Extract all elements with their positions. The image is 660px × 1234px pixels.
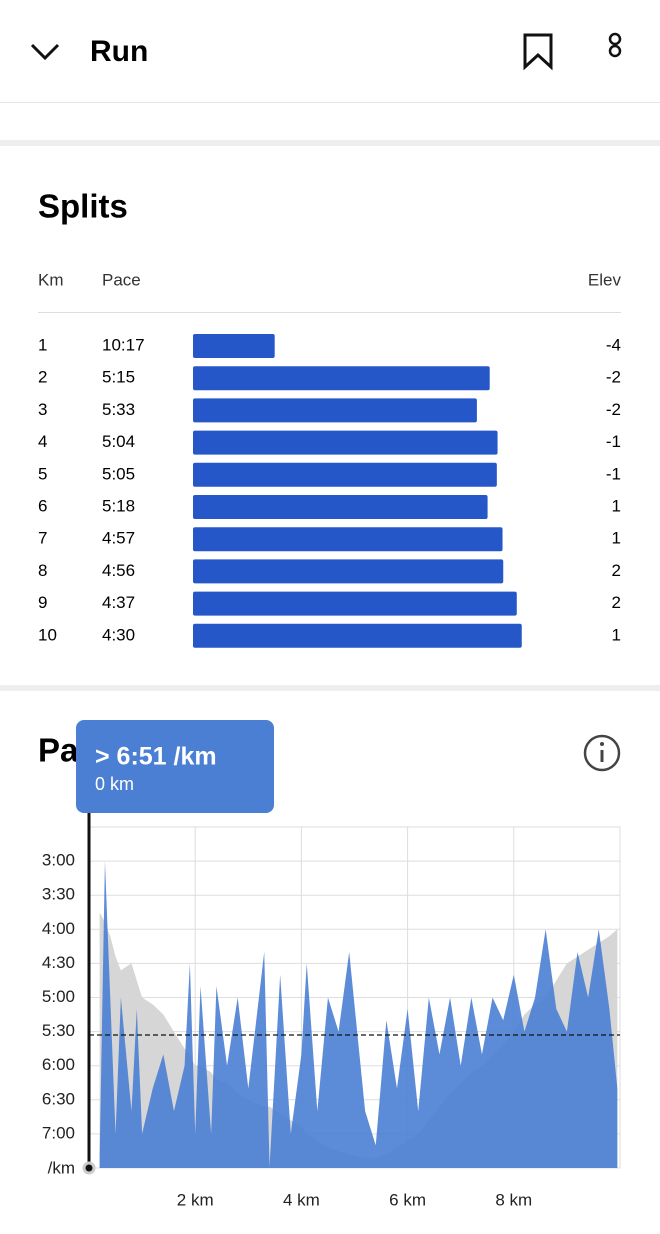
bookmark-button[interactable] [523,33,553,71]
cursor-dot [82,1161,96,1175]
x-tick-label: 4 km [283,1190,320,1209]
info-dot [600,742,604,746]
y-tick-label: 5:00 [42,987,75,1006]
y-tick-label: 3:00 [42,851,75,870]
split-km: 9 [38,593,47,612]
column-header: Elev [588,270,622,289]
info-circle [583,734,621,772]
y-tick-label: 6:30 [42,1089,75,1108]
column-header: Pace [102,270,141,289]
y-unit: /km [48,1158,75,1177]
pace-bar [193,334,275,358]
split-pace: 5:18 [102,496,135,515]
section-gap [0,685,660,691]
pace-bar [193,398,477,423]
split-km: 4 [38,432,47,451]
x-tick-label: 8 km [495,1190,532,1209]
split-elev: -2 [606,400,621,419]
split-elev: 2 [612,561,621,580]
y-tick-label: 6:00 [42,1055,75,1074]
split-pace: 5:33 [102,400,135,419]
pace-bar [193,366,490,391]
split-elev: -4 [606,335,621,354]
split-km: 3 [38,400,47,419]
y-tick-label: 4:30 [42,953,75,972]
tooltip-distance: 0 km [95,774,134,794]
tooltip: > 6:51 /km 0 km [76,720,274,813]
split-pace: 4:37 [102,593,135,612]
pace-bar [193,527,503,552]
section-gap [0,140,660,146]
split-elev: -1 [606,464,621,483]
split-elev: -1 [606,432,621,451]
split-elev: 1 [612,625,621,644]
y-tick-label: 5:30 [42,1021,75,1040]
dot [608,44,622,58]
split-pace: 5:05 [102,464,135,483]
y-tick-label: 4:00 [42,919,75,938]
info-button[interactable] [583,734,621,772]
split-km: 7 [38,529,47,548]
divider [38,312,621,313]
split-pace: 4:57 [102,529,135,548]
x-tick-label: 2 km [177,1190,214,1209]
split-elev: -2 [606,368,621,387]
tooltip-box [76,720,274,813]
pace-bar [193,559,504,584]
split-pace: 4:56 [102,561,135,580]
split-km: 5 [38,464,47,483]
area [99,861,618,1168]
dot [608,32,622,46]
split-pace: 10:17 [102,335,145,354]
y-tick-label: 3:30 [42,885,75,904]
split-elev: 1 [612,496,621,515]
tooltip-value: > 6:51 /km [95,743,217,771]
split-pace: 5:15 [102,368,135,387]
pace-bar [193,430,498,455]
pace-bar [193,623,522,648]
split-elev: 1 [612,529,621,548]
split-elev: 2 [612,593,621,612]
pace-chart: 3:00 3:30 4:00 4:30 5:00 5:30 6:00 6:30 7:00 2 km… [42,813,621,1209]
split-pace: 5:04 [102,432,135,451]
pace-bar [193,462,497,487]
split-km: 10 [38,625,57,644]
divider [0,102,660,103]
split-km: 6 [38,496,47,515]
y-tick-label: 7:00 [42,1123,75,1142]
info-stem [600,750,604,762]
header-title: Run [90,35,148,68]
pace-bar [193,495,488,519]
back-button[interactable] [30,43,60,61]
more-button[interactable] [608,32,622,58]
x-tick-label: 6 km [389,1190,426,1209]
split-km: 2 [38,368,47,387]
split-pace: 4:30 [102,625,135,644]
pace-bar [193,591,517,616]
split-km: 8 [38,561,47,580]
split-km: 1 [38,335,47,354]
column-header: Km [38,270,64,289]
splits-title: Splits [38,188,128,225]
splits-table: 1 10:17 -4 2 5:15 -2 3 5:33 -2 4 5:04 -1 5 5:05 -1 6 5:1… [38,334,621,648]
